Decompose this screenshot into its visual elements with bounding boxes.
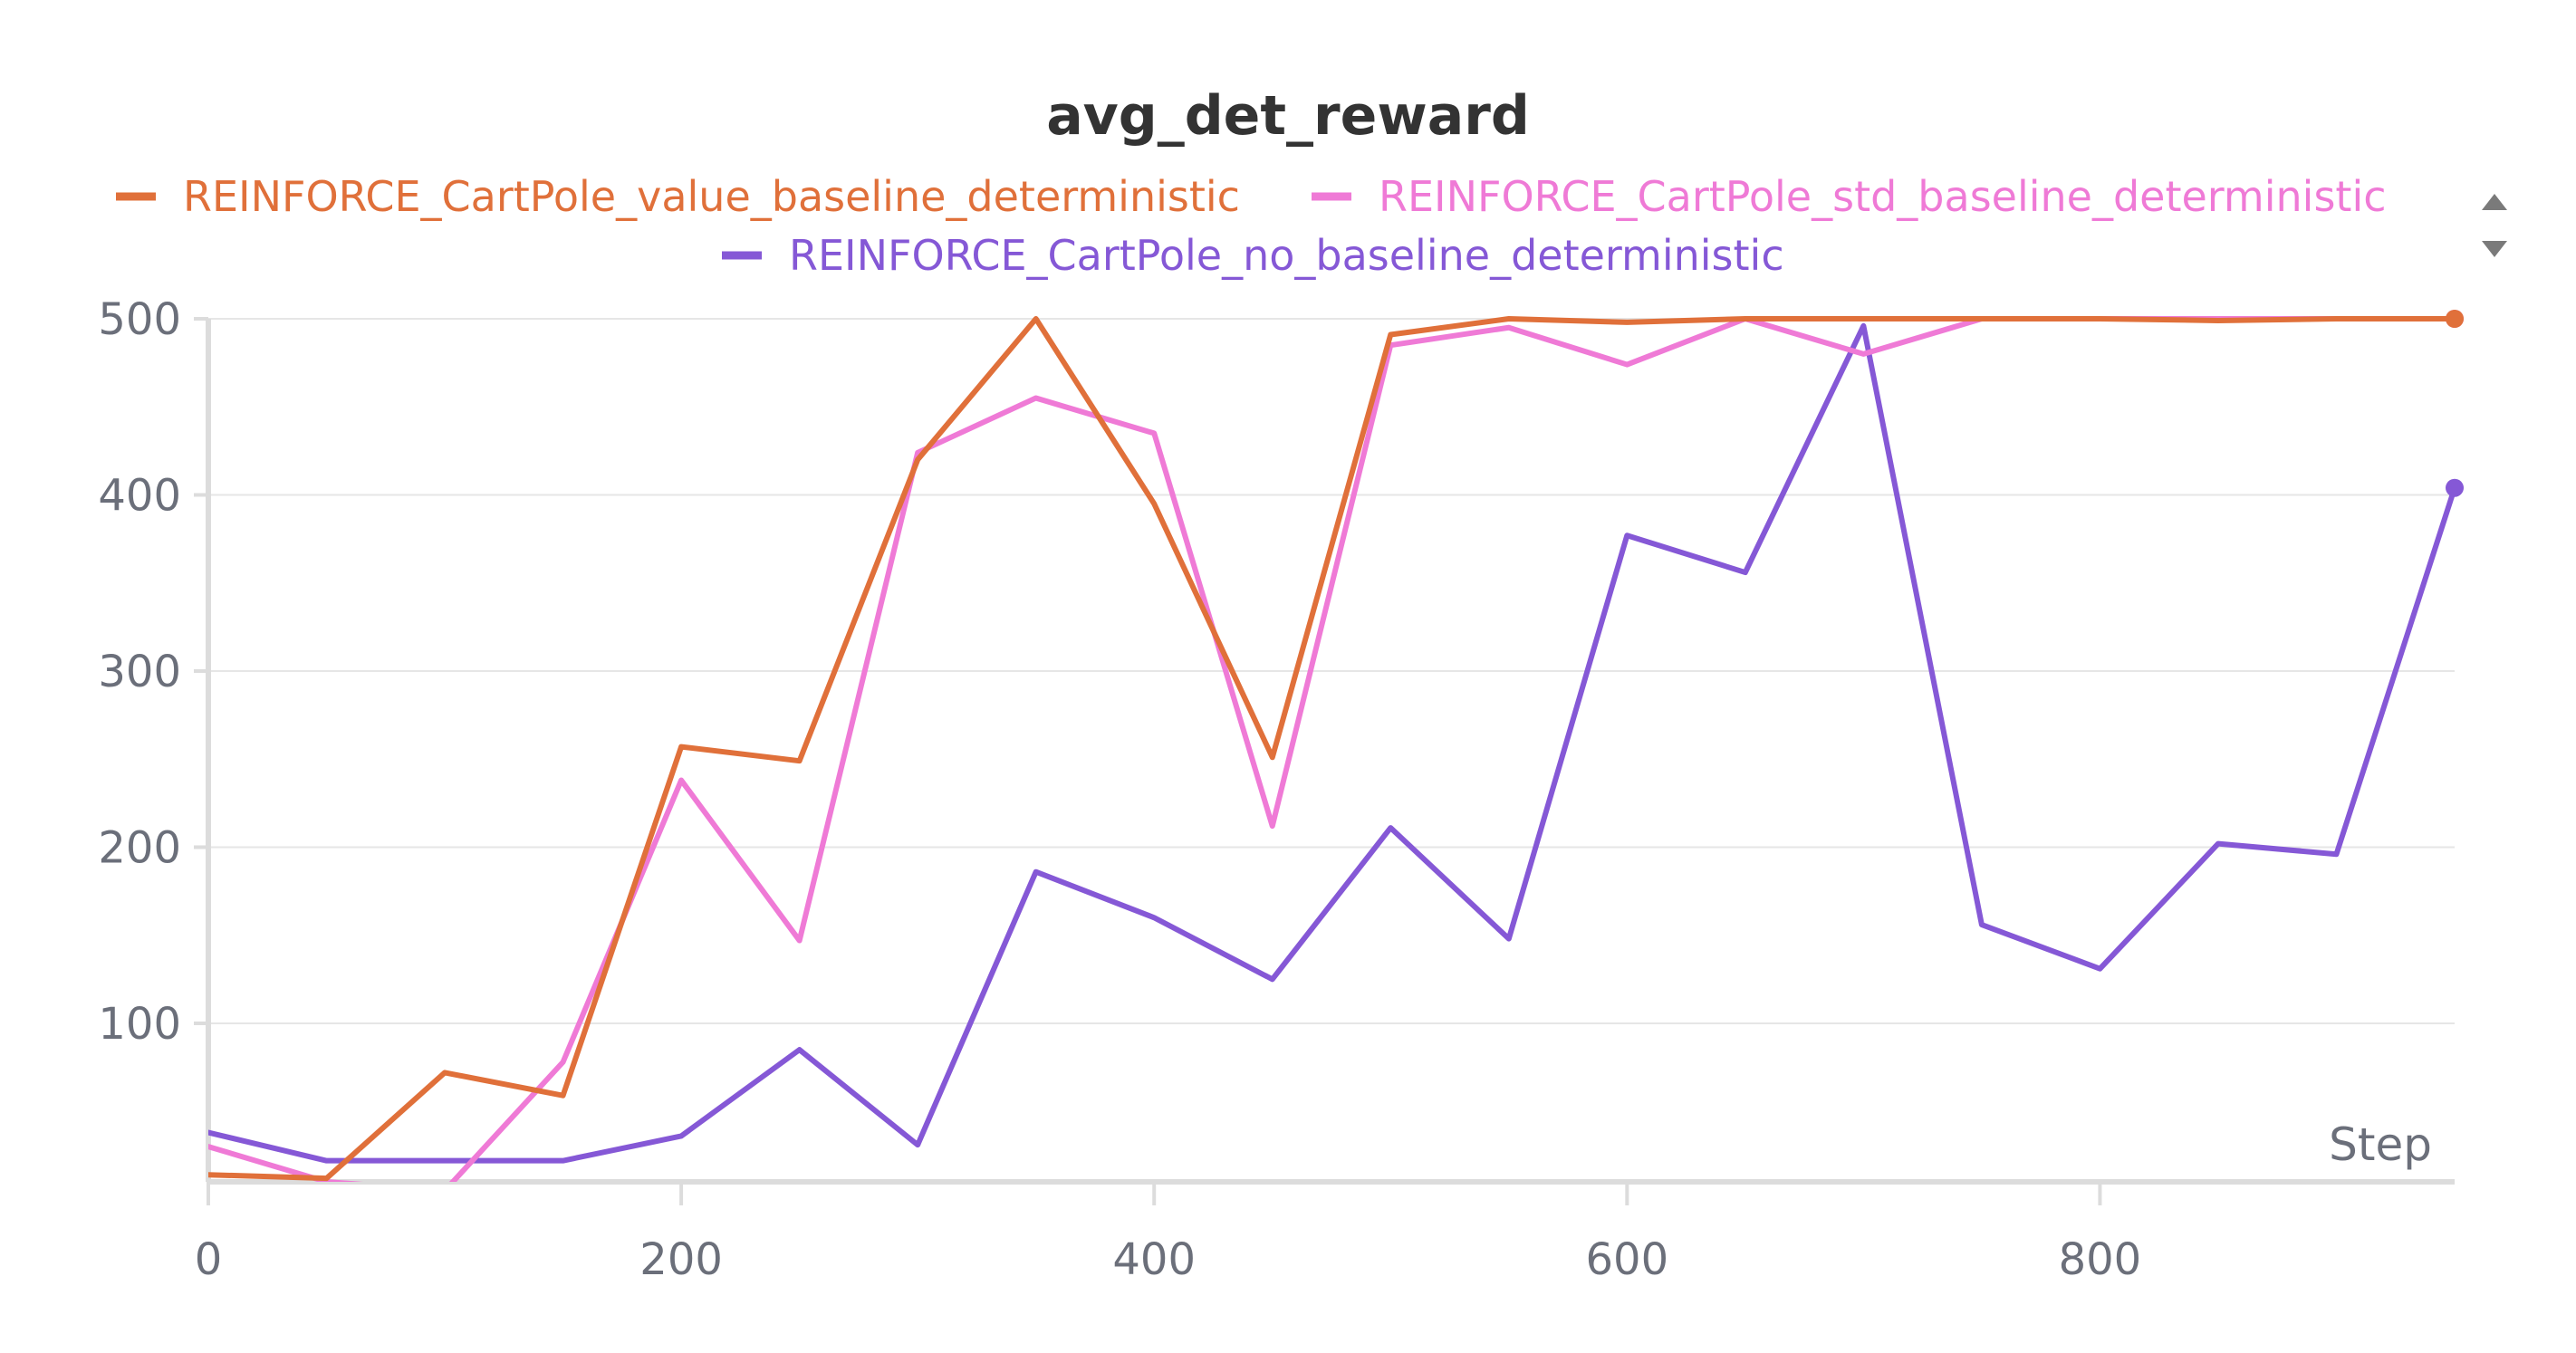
series-line-value-baseline[interactable] [208, 316, 2457, 1182]
legend-item-no-baseline[interactable]: REINFORCE_CartPole_no_baseline_determini… [722, 231, 1784, 280]
x-tick-label: 600 [1586, 1234, 1669, 1285]
legend-label-value-baseline: REINFORCE_CartPole_value_baseline_determ… [183, 172, 1240, 221]
legend-item-std-baseline[interactable]: REINFORCE_CartPole_std_baseline_determin… [1312, 172, 2387, 221]
triangle-up-icon[interactable] [2482, 194, 2507, 210]
series-line-no-baseline[interactable] [208, 322, 2457, 1164]
x-tick-label: 0 [195, 1234, 223, 1285]
x-tick-label: 400 [1112, 1234, 1196, 1285]
legend: REINFORCE_CartPole_value_baseline_determ… [116, 172, 2507, 280]
y-tick-label: 100 [98, 999, 181, 1050]
plot-area [208, 310, 2464, 1191]
x-axis-label: Step [2329, 1118, 2432, 1171]
y-tick-label: 200 [98, 822, 181, 873]
y-tick-label: 300 [98, 647, 181, 697]
x-tick-label: 800 [2059, 1234, 2142, 1285]
series-end-point-value-baseline[interactable] [2446, 310, 2464, 328]
y-tick-label: 400 [98, 470, 181, 521]
chart-title: avg_det_reward [1046, 84, 1530, 148]
axes: 100 200 300 400 500 0 200 400 600 800 [98, 294, 2455, 1285]
legend-item-value-baseline[interactable]: REINFORCE_CartPole_value_baseline_determ… [116, 172, 1240, 221]
series-end-point-no-baseline[interactable] [2446, 478, 2464, 497]
y-tick-label: 500 [98, 294, 181, 345]
x-tick-label: 200 [639, 1234, 723, 1285]
triangle-down-icon[interactable] [2482, 241, 2507, 257]
legend-label-std-baseline: REINFORCE_CartPole_std_baseline_determin… [1379, 172, 2387, 221]
series-line-std-baseline[interactable] [208, 316, 2457, 1191]
grid [208, 318, 2455, 1024]
legend-label-no-baseline: REINFORCE_CartPole_no_baseline_determini… [789, 231, 1784, 280]
